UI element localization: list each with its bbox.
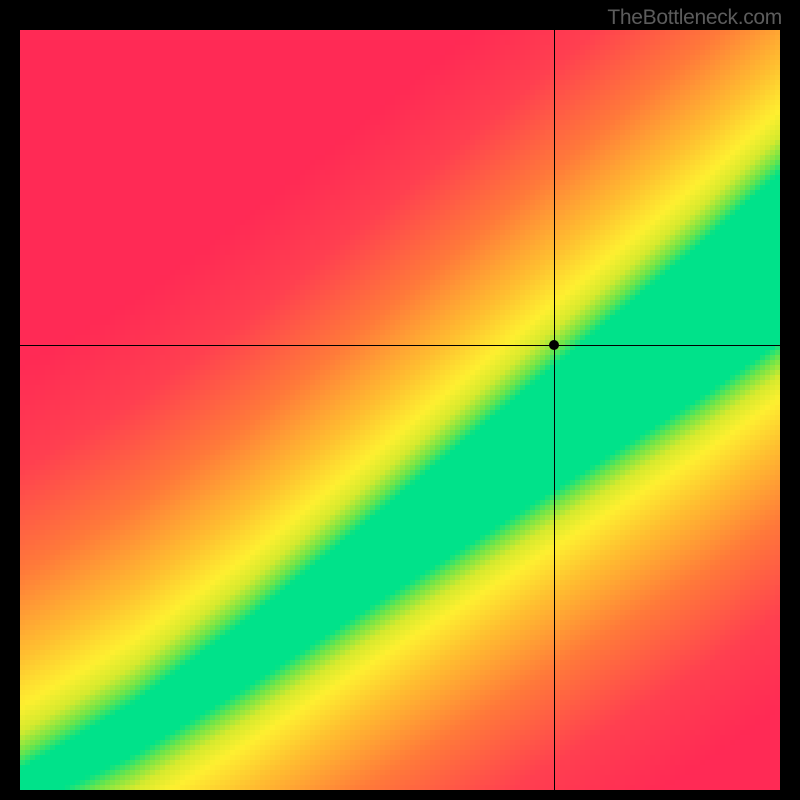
crosshair-horizontal-line — [20, 345, 780, 346]
heatmap-plot — [20, 30, 780, 790]
crosshair-vertical-line — [554, 30, 555, 790]
heatmap-canvas — [20, 30, 780, 790]
watermark-text: TheBottleneck.com — [607, 6, 782, 30]
selected-point-marker — [549, 340, 559, 350]
